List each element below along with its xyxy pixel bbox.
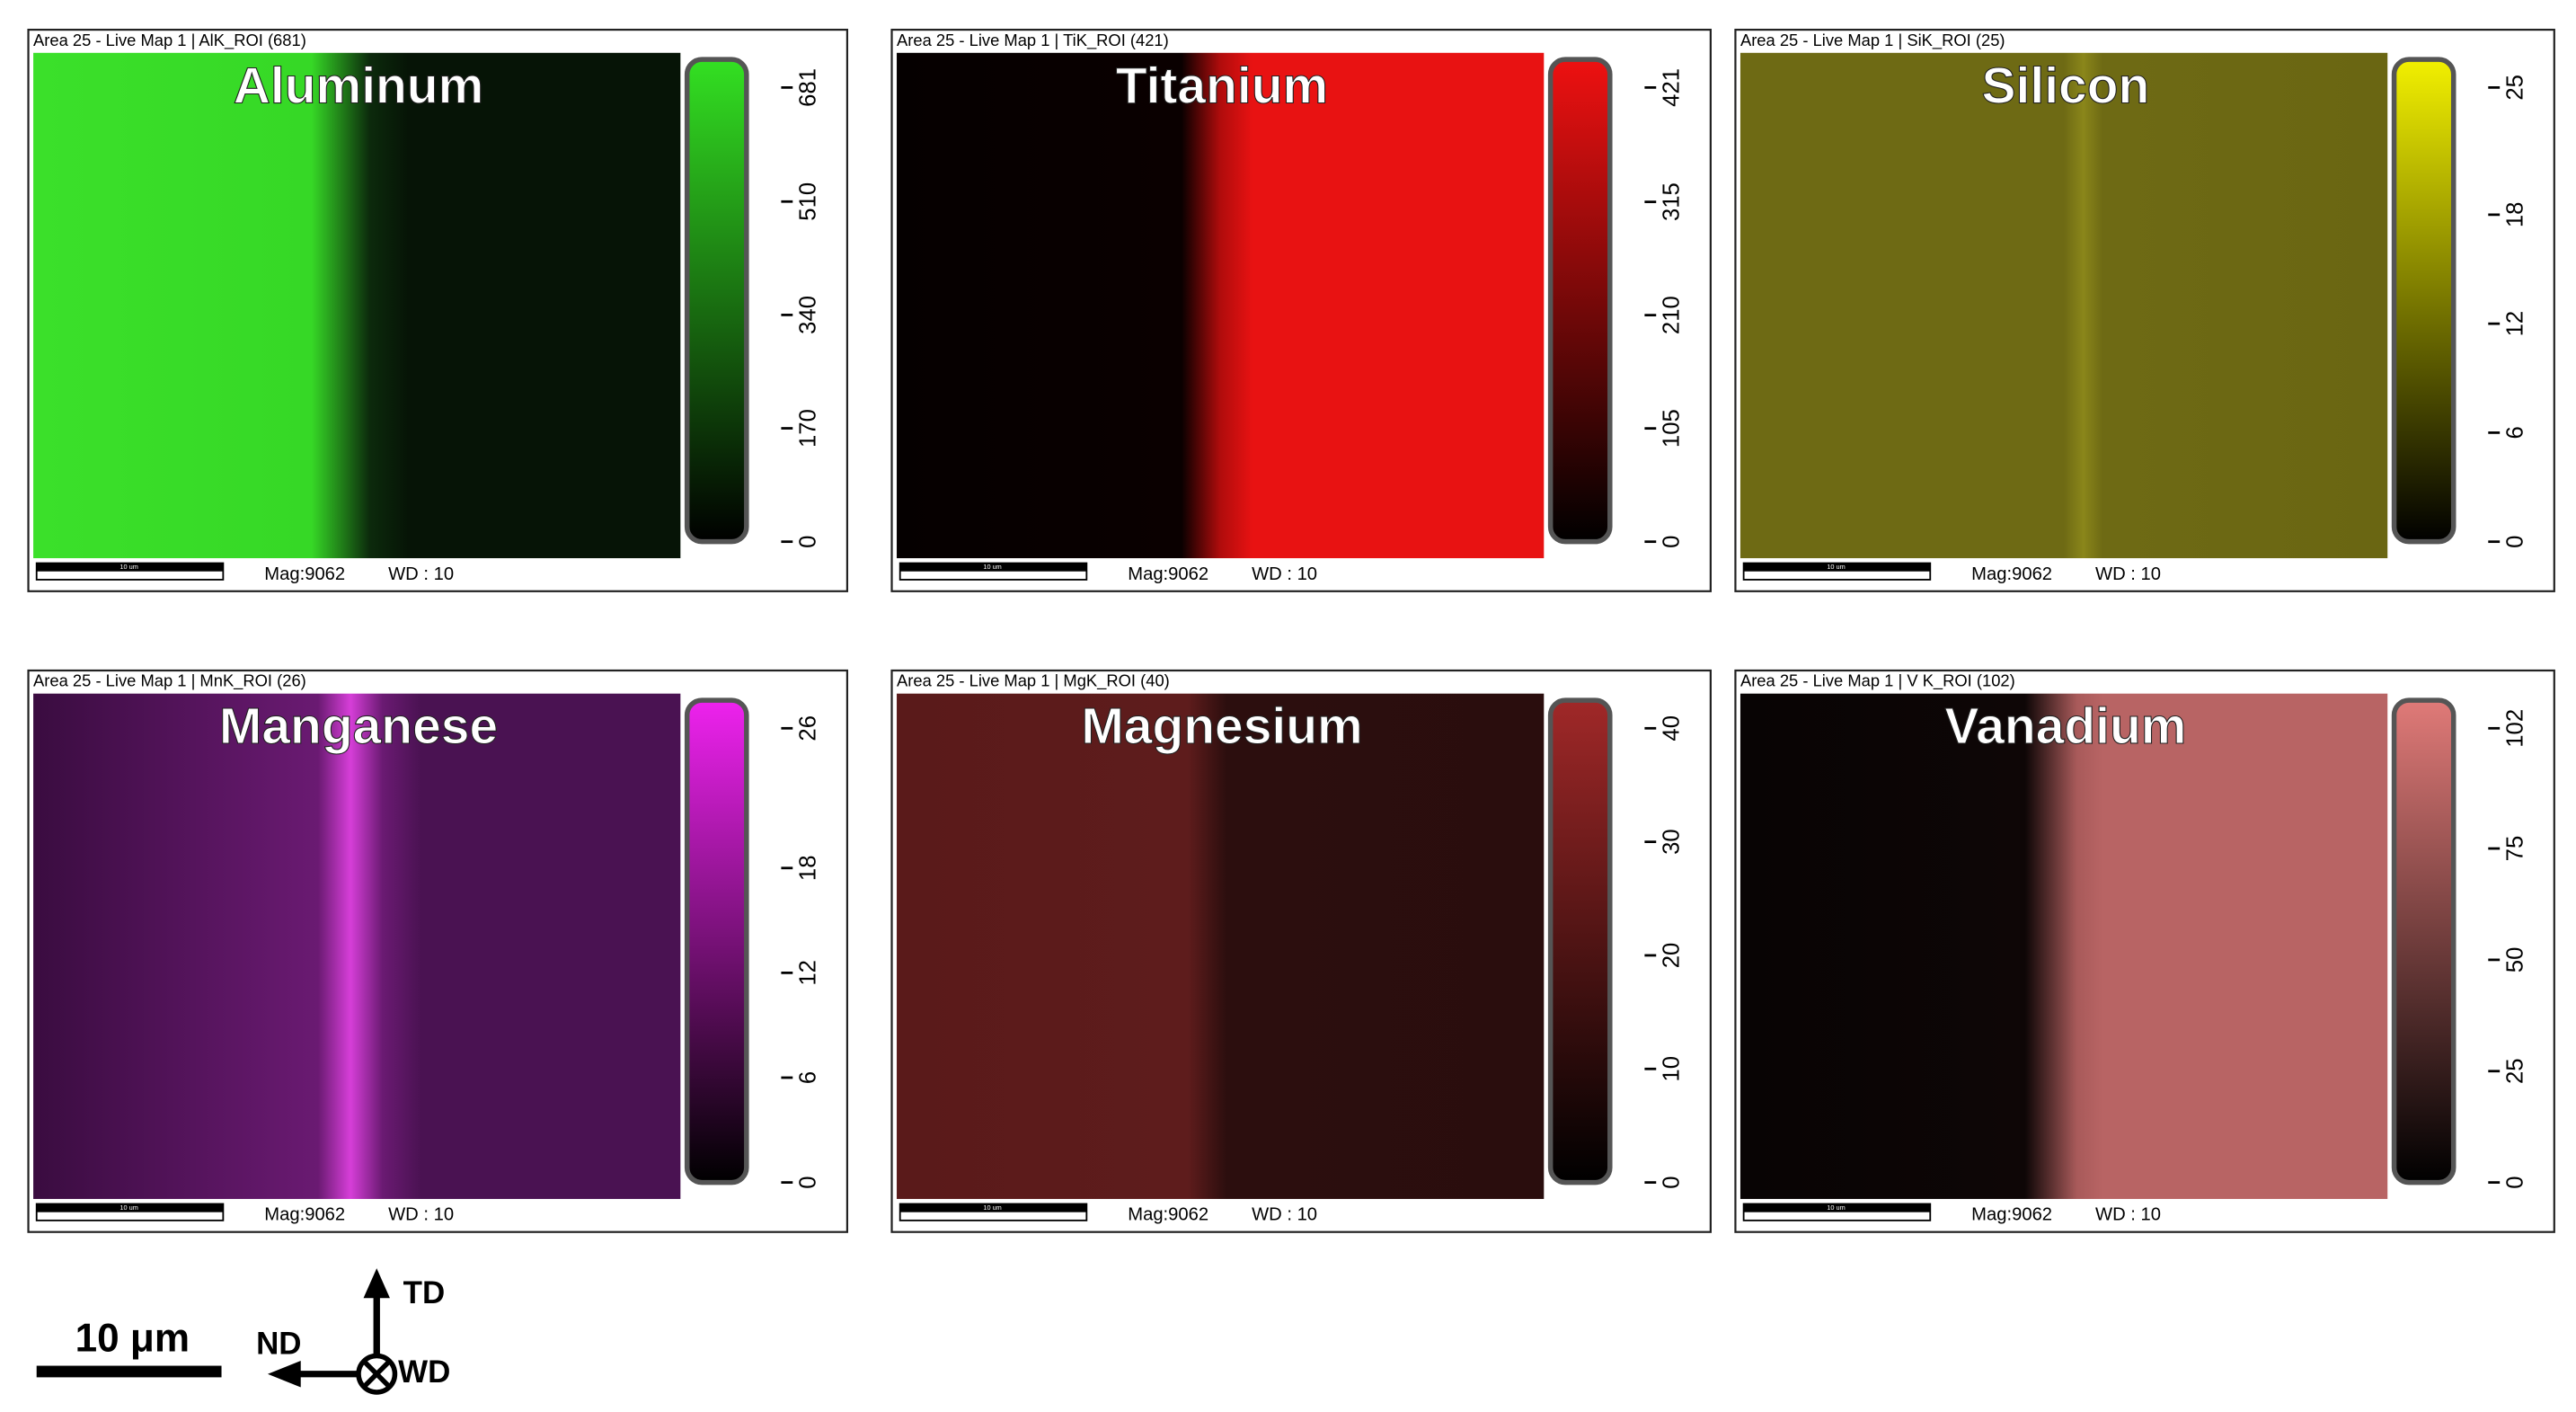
colorbar — [2391, 57, 2456, 545]
panel: Area 25 - Live Map 1 | V K_ROI (102) Vana… — [1734, 669, 2555, 1233]
colorbar-tick-label: 681 — [795, 68, 820, 107]
working-distance: WD : 10 — [2095, 564, 2161, 584]
panel-header: Area 25 - Live Map 1 | MnK_ROI (26) — [33, 671, 306, 691]
colorbar-tick-label: 18 — [795, 855, 820, 881]
magnification: Mag:9062 — [264, 564, 345, 584]
colorbar — [684, 57, 749, 545]
scale-bar-fill — [1743, 563, 1931, 572]
wd-cross — [361, 1359, 392, 1390]
td-arrowhead — [363, 1268, 390, 1299]
scale-bar — [36, 1365, 222, 1378]
magnification: Mag:9062 — [264, 1205, 345, 1225]
colorbar-tick-label: 25 — [2502, 75, 2527, 101]
colorbar — [1547, 57, 1613, 545]
element-map — [897, 52, 1545, 559]
working-distance: WD : 10 — [1252, 564, 1317, 584]
magnification: Mag:9062 — [1128, 1205, 1208, 1225]
element-title: Silicon — [1982, 57, 2150, 114]
element-title: Aluminum — [234, 57, 483, 114]
colorbar-tick-label: 0 — [795, 536, 820, 548]
colorbar-tick-label: 340 — [795, 296, 820, 334]
scale-label: 10 μm — [75, 1317, 190, 1361]
scale-bar-label: 10 um — [1827, 1203, 1845, 1212]
working-distance: WD : 10 — [1252, 1205, 1317, 1225]
colorbar-tick-label: 50 — [2502, 947, 2527, 973]
colorbar-tick-label: 75 — [2502, 836, 2527, 862]
colorbar-tick-label: 0 — [2502, 1176, 2527, 1188]
colorbar — [684, 697, 749, 1186]
scale-bar-fill — [36, 563, 224, 572]
colorbar-tick-label: 6 — [795, 1071, 820, 1084]
colorbar-tick-label: 510 — [795, 182, 820, 221]
colorbar-tick-label: 10 — [1659, 1056, 1684, 1082]
element-map — [1739, 693, 2388, 1199]
colorbar-tick-label: 12 — [795, 960, 820, 986]
panel-header: Area 25 - Live Map 1 | SiK_ROI (25) — [1740, 31, 2005, 50]
colorbar — [2391, 697, 2456, 1186]
colorbar-tick-label: 0 — [1659, 1176, 1684, 1188]
colorbar-tick-label: 0 — [795, 1176, 820, 1188]
orientation-legend: 10 μm TD ND WD — [36, 1268, 450, 1395]
colorbar-tick-label: 12 — [2502, 311, 2527, 337]
colorbar — [1547, 697, 1613, 1186]
colorbar-tick-label: 0 — [2502, 536, 2527, 548]
element-map — [33, 693, 681, 1199]
scale-bar-fill — [1743, 1203, 1931, 1212]
scale-bar-label: 10 um — [120, 1203, 137, 1212]
colorbar-tick-label: 102 — [2502, 709, 2527, 748]
scale-bar-fill — [36, 1203, 224, 1212]
colorbar-tick-label: 105 — [1659, 409, 1684, 448]
scale-bar-label: 10 um — [983, 1203, 1001, 1212]
element-map — [897, 693, 1545, 1199]
panel-header: Area 25 - Live Map 1 | MgK_ROI (40) — [897, 671, 1170, 691]
nd-label: ND — [256, 1327, 301, 1362]
scale-bar-label: 10 um — [120, 563, 137, 571]
element-title: Titanium — [1116, 57, 1328, 114]
scale-bar-label: 10 um — [983, 563, 1001, 571]
colorbar-tick-label: 18 — [2502, 202, 2527, 228]
panel-header: Area 25 - Live Map 1 | V K_ROI (102) — [1740, 671, 2015, 691]
panel-header: Area 25 - Live Map 1 | AlK_ROI (681) — [33, 31, 306, 50]
element-map — [1739, 52, 2388, 559]
magnification: Mag:9062 — [1128, 564, 1208, 584]
element-title: Vanadium — [1944, 697, 2186, 755]
scale-bar-fill — [899, 563, 1087, 572]
element-title: Magnesium — [1081, 697, 1362, 755]
panel: Area 25 - Live Map 1 | MnK_ROI (26) Manga… — [27, 669, 849, 1233]
element-title: Manganese — [219, 697, 498, 755]
working-distance: WD : 10 — [2095, 1205, 2161, 1225]
colorbar-tick-label: 315 — [1659, 182, 1684, 221]
working-distance: WD : 10 — [388, 564, 454, 584]
scale-bar-fill — [899, 1203, 1087, 1212]
element-map — [33, 52, 681, 559]
panel-header: Area 25 - Live Map 1 | TiK_ROI (421) — [897, 31, 1169, 50]
colorbar-tick-label: 40 — [1659, 715, 1684, 742]
td-label: TD — [403, 1275, 446, 1310]
colorbar-tick-label: 20 — [1659, 943, 1684, 969]
colorbar-tick-label: 30 — [1659, 829, 1684, 855]
colorbar-tick-label: 6 — [2502, 426, 2527, 439]
colorbar-tick-label: 421 — [1659, 68, 1684, 107]
colorbar-tick-label: 26 — [795, 715, 820, 742]
wd-label: WD — [398, 1354, 450, 1390]
nd-arrowhead — [267, 1361, 301, 1388]
colorbar-tick-label: 0 — [1659, 536, 1684, 548]
scale-bar-label: 10 um — [1827, 563, 1845, 571]
panel: Area 25 - Live Map 1 | TiK_ROI (421) Tita… — [890, 28, 1712, 592]
panel: Area 25 - Live Map 1 | SiK_ROI (25) Silic… — [1734, 28, 2555, 592]
magnification: Mag:9062 — [1971, 1205, 2052, 1225]
panel: Area 25 - Live Map 1 | AlK_ROI (681) Alum… — [27, 28, 849, 592]
working-distance: WD : 10 — [388, 1205, 454, 1225]
colorbar-tick-label: 25 — [2502, 1058, 2527, 1084]
panel: Area 25 - Live Map 1 | MgK_ROI (40) Magne… — [890, 669, 1712, 1233]
colorbar-tick-label: 170 — [795, 409, 820, 448]
magnification: Mag:9062 — [1971, 564, 2052, 584]
colorbar-tick-label: 210 — [1659, 296, 1684, 334]
